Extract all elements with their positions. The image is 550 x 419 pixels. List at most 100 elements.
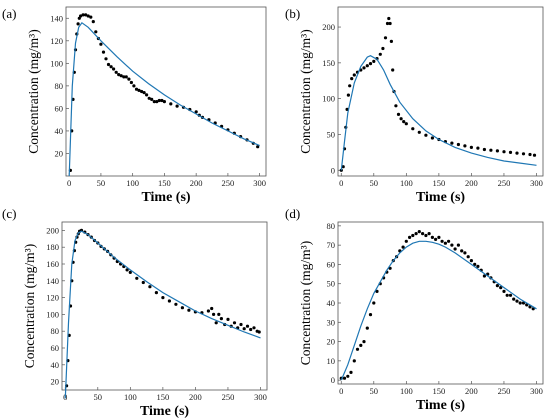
data-point — [127, 77, 131, 81]
x-tick-label: 200 — [189, 392, 202, 402]
y-tick-label: 60 — [327, 259, 336, 269]
y-tick-label: 40 — [55, 126, 64, 136]
y-tick-label: 20 — [51, 377, 60, 387]
y-tick-label: 20 — [55, 148, 64, 158]
data-point — [157, 98, 161, 103]
data-point — [396, 112, 401, 116]
y-tick-label: 80 — [55, 81, 64, 91]
data-point — [232, 321, 237, 325]
y-axis-label: Concentration (mg/m³) — [298, 241, 313, 365]
y-tick-label: 30 — [327, 317, 336, 327]
y-tick-label: 0 — [331, 165, 335, 175]
plot-frame — [337, 6, 544, 177]
data-point — [365, 326, 369, 330]
y-tick-label: 50 — [327, 279, 336, 289]
data-point — [81, 13, 85, 17]
y-tick-label: 200 — [322, 22, 335, 32]
panel-4: 0 50 100 150 200 250 300 0 10 20 30 40 50 60 70 80 Time … — [285, 206, 544, 413]
data-point — [408, 235, 412, 239]
data-point — [362, 66, 366, 70]
data-point — [169, 102, 173, 106]
data-point — [125, 268, 129, 272]
data-point — [404, 239, 408, 243]
data-point — [219, 317, 223, 321]
data-point — [99, 42, 103, 46]
data-point — [132, 84, 136, 88]
y-tick-label: 50 — [327, 129, 336, 139]
data-point — [463, 144, 467, 148]
y-tick-label: 100 — [50, 58, 63, 68]
y-tick-label: 80 — [51, 326, 60, 336]
data-point — [378, 52, 382, 56]
data-point — [79, 14, 83, 18]
data-point — [101, 50, 106, 54]
data-point — [245, 324, 250, 328]
data-point — [89, 15, 93, 19]
data-point — [502, 289, 506, 293]
y-tick-label: 200 — [46, 225, 59, 235]
data-point — [440, 239, 444, 243]
y-tick-label: 0 — [331, 375, 335, 385]
data-point — [352, 359, 356, 363]
data-point — [122, 75, 126, 79]
data-point — [226, 317, 230, 321]
data-point — [252, 326, 256, 330]
data-point — [495, 149, 499, 153]
y-axis-label: Concentration (mg/m³) — [26, 29, 41, 153]
data-point — [476, 146, 480, 150]
data-point — [466, 255, 470, 259]
y-tick-label: 60 — [51, 343, 60, 353]
y-tick-label: 20 — [327, 337, 336, 347]
data-point — [495, 284, 499, 288]
x-tick-label: 250 — [222, 392, 235, 402]
fit-line — [340, 55, 537, 171]
data-point — [391, 68, 395, 72]
data-point — [140, 89, 144, 94]
data-point — [106, 62, 111, 67]
data-point — [381, 46, 385, 51]
data-point — [473, 262, 477, 266]
data-point — [160, 98, 164, 103]
data-point — [152, 100, 156, 104]
data-point — [447, 239, 451, 243]
x-tick-label: 50 — [94, 392, 103, 402]
data-point — [456, 142, 460, 147]
data-point — [404, 122, 408, 126]
data-point — [346, 93, 350, 97]
data-point — [175, 104, 179, 108]
x-tick-label: 200 — [465, 178, 478, 188]
data-point — [257, 330, 261, 334]
data-point — [434, 237, 438, 241]
data-point — [359, 343, 363, 347]
y-axis-label: Concentration (mg/m³) — [22, 244, 37, 368]
data-point — [155, 100, 159, 104]
data-point — [145, 93, 149, 97]
x-tick-label: 0 — [67, 178, 71, 188]
data-point — [515, 299, 519, 303]
x-tick-label: 100 — [400, 386, 413, 396]
data-point — [194, 110, 198, 114]
y-axis-label: Concentration (mg/m³) — [298, 29, 313, 153]
y-tick-label: 180 — [46, 242, 59, 252]
data-point — [401, 245, 405, 249]
data-point — [150, 97, 154, 101]
data-point — [137, 88, 141, 92]
data-point — [528, 152, 532, 157]
y-tick-label: 100 — [322, 94, 335, 104]
data-point — [212, 312, 216, 316]
data-point — [346, 374, 350, 378]
y-tick-label: 40 — [51, 360, 60, 370]
x-tick-label: 250 — [222, 178, 235, 188]
data-point — [76, 22, 80, 26]
x-tick-label: 100 — [124, 392, 137, 402]
data-point — [489, 148, 493, 152]
data-point — [532, 153, 537, 157]
data-point — [162, 100, 166, 104]
data-point — [521, 152, 526, 156]
x-tick-label: 300 — [254, 392, 267, 402]
x-tick-label: 200 — [190, 178, 203, 188]
x-tick-label: 300 — [253, 178, 266, 188]
data-point — [417, 230, 421, 234]
data-point — [355, 347, 360, 351]
x-tick-label: 150 — [432, 178, 445, 188]
